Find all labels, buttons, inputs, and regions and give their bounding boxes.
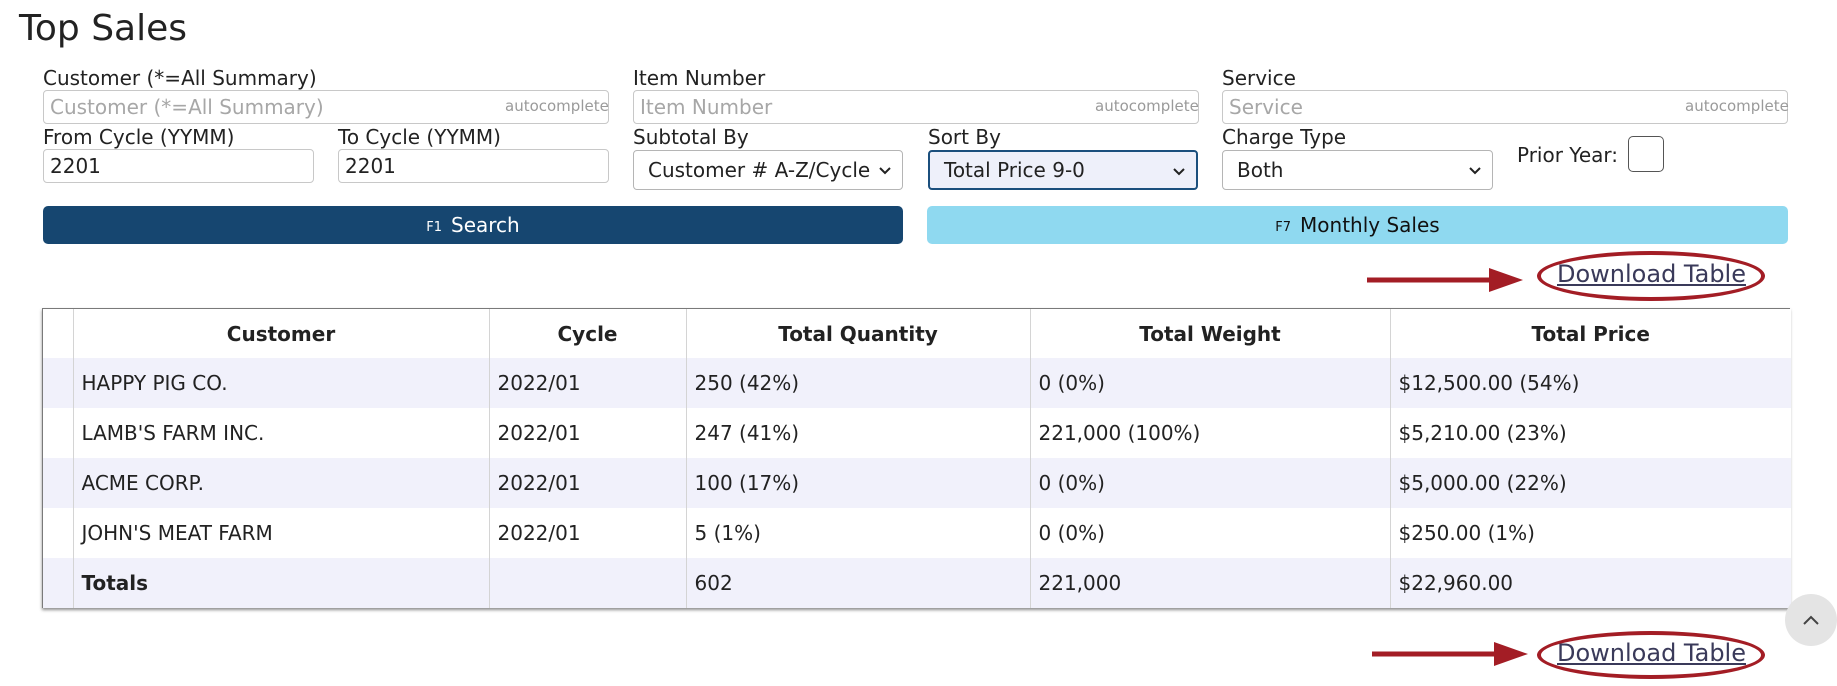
customer-cell: HAPPY PIG CO. <box>73 358 490 408</box>
download-table-link-top[interactable]: Download Table <box>1557 260 1746 288</box>
chevron-up-icon <box>1803 615 1819 625</box>
service-input[interactable] <box>1222 90 1788 124</box>
column-header-total-weight[interactable]: Total Weight <box>1030 309 1391 358</box>
total-quantity-cell: 247 (41%) <box>686 408 1031 458</box>
item-number-input[interactable] <box>633 90 1199 124</box>
totals-row: Totals 602 221,000 $22,960.00 <box>43 558 1791 608</box>
from-cycle-label: From Cycle (YYMM) <box>43 125 235 149</box>
customer-cell: LAMB'S FARM INC. <box>73 408 490 458</box>
sort-by-select[interactable]: Total Price 9-0 <box>928 150 1198 190</box>
charge-type-select[interactable]: Both <box>1222 150 1493 190</box>
scroll-to-top-button[interactable] <box>1785 594 1837 646</box>
total-quantity-cell: 5 (1%) <box>686 508 1031 558</box>
search-shortcut-key: F1 <box>426 219 443 235</box>
row-select-cell <box>43 358 74 408</box>
cycle-cell: 2022/01 <box>489 408 687 458</box>
to-cycle-input[interactable] <box>338 149 609 183</box>
column-header-cycle[interactable]: Cycle <box>489 309 687 358</box>
customer-cell: ACME CORP. <box>73 458 490 508</box>
column-header-select <box>43 309 74 358</box>
total-quantity-cell: 250 (42%) <box>686 358 1031 408</box>
total-price-cell: $5,210.00 (23%) <box>1390 408 1791 458</box>
search-button-label: Search <box>451 213 520 237</box>
totals-select-cell <box>43 558 74 608</box>
totals-label: Totals <box>73 558 490 608</box>
sales-table: Customer Cycle Total Quantity Total Weig… <box>42 308 1791 608</box>
table-row[interactable]: ACME CORP. 2022/01 100 (17%) 0 (0%) $5,0… <box>43 458 1791 508</box>
total-weight-cell: 0 (0%) <box>1030 508 1391 558</box>
item-number-autocomplete-hint: autocomplete <box>1095 97 1199 115</box>
total-quantity-cell: 100 (17%) <box>686 458 1031 508</box>
monthly-sales-button-label: Monthly Sales <box>1300 213 1440 237</box>
table-row[interactable]: JOHN'S MEAT FARM 2022/01 5 (1%) 0 (0%) $… <box>43 508 1791 558</box>
chevron-down-icon <box>1469 167 1481 175</box>
total-price-cell: $250.00 (1%) <box>1390 508 1791 558</box>
table-header-row: Customer Cycle Total Quantity Total Weig… <box>43 309 1791 358</box>
column-header-customer[interactable]: Customer <box>73 309 490 358</box>
subtotal-by-label: Subtotal By <box>633 125 749 149</box>
cycle-cell: 2022/01 <box>489 458 687 508</box>
search-button[interactable]: F1 Search <box>43 206 903 244</box>
customer-label: Customer (*=All Summary) <box>43 66 317 90</box>
subtotal-by-select[interactable]: Customer # A-Z/Cycle <box>633 150 903 190</box>
cycle-cell: 2022/01 <box>489 508 687 558</box>
item-number-label: Item Number <box>633 66 766 90</box>
customer-cell: JOHN'S MEAT FARM <box>73 508 490 558</box>
service-label: Service <box>1222 66 1296 90</box>
from-cycle-input[interactable] <box>43 149 314 183</box>
table-row[interactable]: LAMB'S FARM INC. 2022/01 247 (41%) 221,0… <box>43 408 1791 458</box>
annotation-circle <box>1537 631 1765 679</box>
cycle-cell: 2022/01 <box>489 358 687 408</box>
red-arrow-icon <box>1367 268 1523 292</box>
monthly-sales-button[interactable]: F7 Monthly Sales <box>927 206 1788 244</box>
totals-weight-cell: 221,000 <box>1030 558 1391 608</box>
annotation-circle <box>1537 251 1765 301</box>
service-autocomplete-hint: autocomplete <box>1685 97 1789 115</box>
customer-autocomplete-hint: autocomplete <box>505 97 609 115</box>
monthly-sales-shortcut-key: F7 <box>1275 219 1292 235</box>
row-select-cell <box>43 408 74 458</box>
charge-type-label: Charge Type <box>1222 125 1347 149</box>
download-table-link-bottom[interactable]: Download Table <box>1557 639 1746 667</box>
charge-type-value: Both <box>1237 158 1284 182</box>
total-price-cell: $5,000.00 (22%) <box>1390 458 1791 508</box>
total-weight-cell: 0 (0%) <box>1030 458 1391 508</box>
prior-year-checkbox[interactable] <box>1628 136 1664 172</box>
total-price-cell: $12,500.00 (54%) <box>1390 358 1791 408</box>
column-header-total-price[interactable]: Total Price <box>1390 309 1791 358</box>
totals-cycle-cell <box>489 558 687 608</box>
totals-price-cell: $22,960.00 <box>1390 558 1791 608</box>
sort-by-value: Total Price 9-0 <box>944 158 1085 182</box>
chevron-down-icon <box>1173 168 1185 176</box>
subtotal-by-value: Customer # A-Z/Cycle <box>648 158 871 182</box>
to-cycle-label: To Cycle (YYMM) <box>338 125 501 149</box>
customer-input[interactable] <box>43 90 609 124</box>
sort-by-label: Sort By <box>928 125 1001 149</box>
column-header-total-quantity[interactable]: Total Quantity <box>686 309 1031 358</box>
page-title: Top Sales <box>19 8 188 49</box>
total-weight-cell: 0 (0%) <box>1030 358 1391 408</box>
table-row[interactable]: HAPPY PIG CO. 2022/01 250 (42%) 0 (0%) $… <box>43 358 1791 408</box>
totals-quantity-cell: 602 <box>686 558 1031 608</box>
row-select-cell <box>43 508 74 558</box>
row-select-cell <box>43 458 74 508</box>
total-weight-cell: 221,000 (100%) <box>1030 408 1391 458</box>
chevron-down-icon <box>879 167 891 175</box>
red-arrow-icon <box>1372 642 1528 666</box>
prior-year-label: Prior Year: <box>1517 143 1619 167</box>
